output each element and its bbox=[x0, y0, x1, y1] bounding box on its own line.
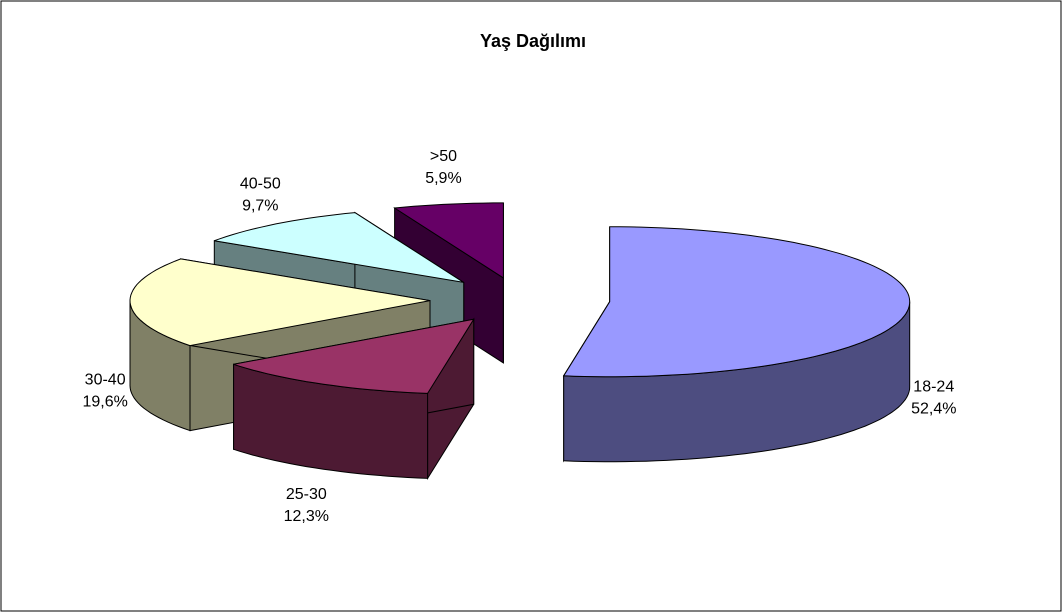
slice-top bbox=[233, 318, 475, 394]
slice-top bbox=[214, 212, 464, 283]
label-category: 25-30 bbox=[286, 486, 327, 503]
slice-top bbox=[393, 202, 504, 279]
label-category: 18-24 bbox=[913, 379, 954, 396]
data-label: >50 5,9% bbox=[425, 148, 461, 187]
data-label: 40-50 9,7% bbox=[240, 176, 281, 215]
label-value: 12,3% bbox=[284, 508, 329, 525]
data-label: 18-24 52,4% bbox=[911, 379, 956, 418]
label-value: 9,7% bbox=[242, 198, 278, 215]
chart-title: Yaş Dağılımı bbox=[480, 31, 586, 51]
slice-top bbox=[562, 226, 911, 378]
label-category: 30-40 bbox=[85, 372, 126, 389]
label-category: 40-50 bbox=[240, 176, 281, 193]
label-value: 19,6% bbox=[82, 394, 127, 411]
data-label: 30-40 19,6% bbox=[82, 372, 127, 411]
slice-top bbox=[129, 258, 431, 347]
pie-slice bbox=[562, 226, 911, 463]
label-value: 52,4% bbox=[911, 401, 956, 418]
label-category: >50 bbox=[430, 148, 457, 165]
pie-slice bbox=[233, 317, 475, 481]
data-label: 25-30 12,3% bbox=[284, 486, 329, 525]
label-value: 5,9% bbox=[425, 170, 461, 187]
